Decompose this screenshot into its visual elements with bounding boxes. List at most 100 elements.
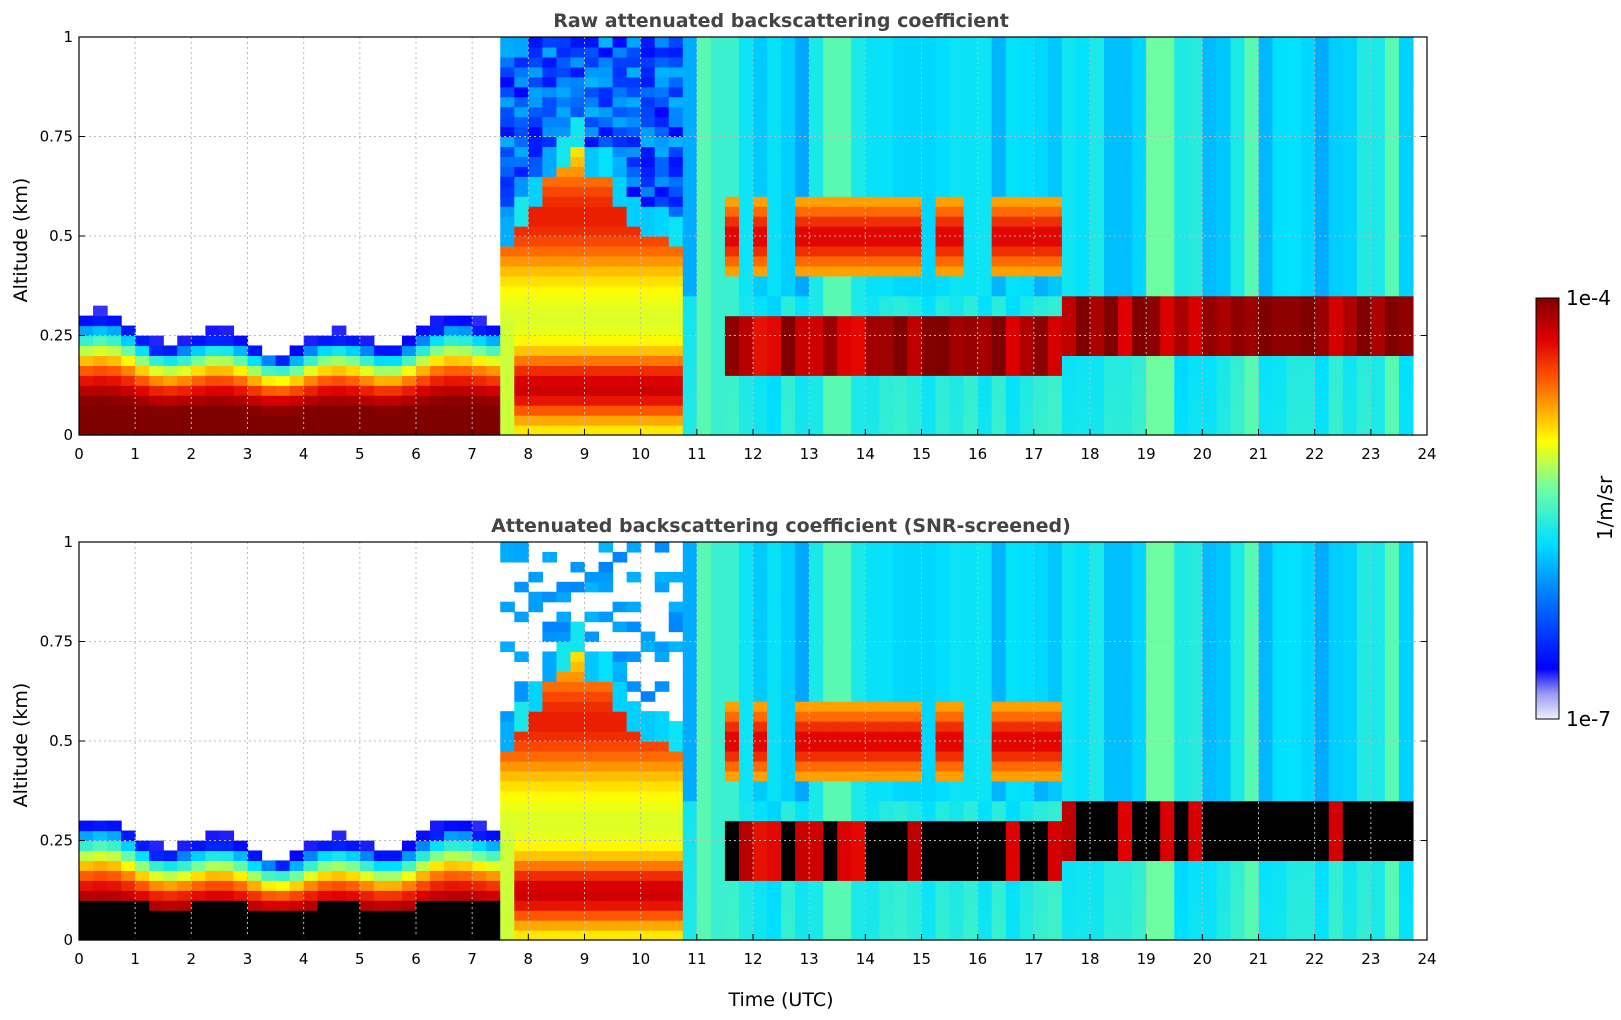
heatmap-cell xyxy=(781,661,796,672)
heatmap-cell xyxy=(486,920,501,931)
heatmap-cell xyxy=(1398,325,1414,337)
heatmap-cell xyxy=(1047,305,1063,317)
heatmap-cell xyxy=(401,900,417,911)
heatmap-cell xyxy=(753,86,768,98)
heatmap-cell xyxy=(1370,116,1386,128)
heatmap-cell xyxy=(795,196,810,207)
heatmap-cell xyxy=(1132,86,1147,98)
heatmap-cell xyxy=(514,770,529,782)
heatmap-cell xyxy=(570,671,586,682)
heatmap-cell xyxy=(528,790,543,802)
heatmap-cell xyxy=(1132,126,1147,138)
heatmap-cell xyxy=(935,315,951,327)
heatmap-cell xyxy=(1300,425,1316,436)
heatmap-cell xyxy=(1202,136,1217,148)
heatmap-cell xyxy=(149,385,164,396)
heatmap-cell xyxy=(331,385,347,396)
heatmap-cell xyxy=(542,365,558,376)
heatmap-cell xyxy=(893,880,909,891)
heatmap-cell xyxy=(879,116,895,128)
heatmap-cell xyxy=(1300,37,1316,48)
heatmap-cell xyxy=(865,86,880,98)
heatmap-cell xyxy=(879,601,895,613)
heatmap-cell xyxy=(977,641,993,653)
heatmap-cell xyxy=(1272,295,1288,307)
heatmap-cell xyxy=(1132,415,1147,426)
heatmap-cell xyxy=(1132,315,1147,327)
heatmap-cell xyxy=(809,691,824,702)
heatmap-cell xyxy=(626,780,642,792)
heatmap-cell xyxy=(317,910,333,921)
heatmap-cell xyxy=(1370,375,1386,386)
heatmap-cell xyxy=(486,385,501,396)
heatmap-cell xyxy=(1132,285,1147,297)
heatmap-cell xyxy=(823,661,838,672)
heatmap-cell xyxy=(640,106,656,118)
heatmap-cell xyxy=(1005,651,1021,662)
heatmap-cell xyxy=(528,920,543,931)
heatmap-cell xyxy=(710,671,726,682)
heatmap-cell xyxy=(640,405,656,416)
heatmap-cell xyxy=(753,315,768,327)
heatmap-cell xyxy=(767,315,782,327)
heatmap-cell xyxy=(1104,920,1119,931)
heatmap-cell xyxy=(1005,790,1021,802)
heatmap-cell xyxy=(1160,146,1175,157)
heatmap-cell xyxy=(893,900,909,911)
heatmap-cell xyxy=(977,542,993,553)
heatmap-cell xyxy=(472,395,487,406)
heatmap-cell xyxy=(556,711,572,722)
heatmap-cell xyxy=(1047,910,1063,921)
heatmap-cell xyxy=(738,176,754,187)
heatmap-cell xyxy=(935,206,951,217)
heatmap-cell xyxy=(1090,176,1105,187)
heatmap-cell xyxy=(781,860,796,871)
heatmap-cell xyxy=(1244,355,1260,366)
heatmap-cell xyxy=(795,571,810,583)
heatmap-cell xyxy=(1033,335,1049,347)
heatmap-cell xyxy=(444,920,459,931)
heatmap-cell xyxy=(682,920,698,931)
heatmap-cell xyxy=(1075,206,1091,217)
heatmap-cell xyxy=(809,571,824,583)
heatmap-cell xyxy=(1272,425,1288,436)
heatmap-cell xyxy=(837,661,852,672)
heatmap-cell xyxy=(935,156,951,167)
heatmap-cell xyxy=(430,880,445,891)
heatmap-cell xyxy=(724,305,740,317)
heatmap-cell xyxy=(1160,56,1175,68)
heatmap-cell xyxy=(1104,591,1119,603)
heatmap-cell xyxy=(500,325,515,337)
heatmap-cell xyxy=(907,226,923,237)
heatmap-cell xyxy=(753,701,768,712)
heatmap-cell xyxy=(682,800,698,812)
heatmap-cell xyxy=(809,146,824,157)
heatmap-cell xyxy=(1202,365,1217,376)
heatmap-cell xyxy=(767,86,782,98)
heatmap-cell xyxy=(331,850,347,861)
heatmap-cell xyxy=(500,810,515,822)
heatmap-cell xyxy=(640,76,656,88)
heatmap-cell xyxy=(823,37,838,48)
heatmap-cell xyxy=(809,850,824,861)
heatmap-cell xyxy=(1005,820,1021,832)
heatmap-cell xyxy=(767,711,782,722)
heatmap-cell xyxy=(963,345,979,356)
heatmap-cell xyxy=(1075,106,1091,118)
heatmap-cell xyxy=(556,255,572,267)
heatmap-cell xyxy=(795,76,810,88)
heatmap-cell xyxy=(1090,106,1105,118)
heatmap-cell xyxy=(654,295,670,307)
heatmap-cell xyxy=(879,156,895,167)
heatmap-cell xyxy=(598,415,614,426)
heatmap-cell xyxy=(514,176,529,187)
heatmap-cell xyxy=(724,275,740,287)
heatmap-cell xyxy=(275,365,291,376)
heatmap-cell xyxy=(458,840,473,852)
heatmap-cell xyxy=(753,415,768,426)
heatmap-cell xyxy=(781,236,796,247)
heatmap-cell xyxy=(93,405,108,416)
heatmap-cell xyxy=(514,651,529,662)
heatmap-cell xyxy=(654,681,670,692)
heatmap-cell xyxy=(724,810,740,822)
